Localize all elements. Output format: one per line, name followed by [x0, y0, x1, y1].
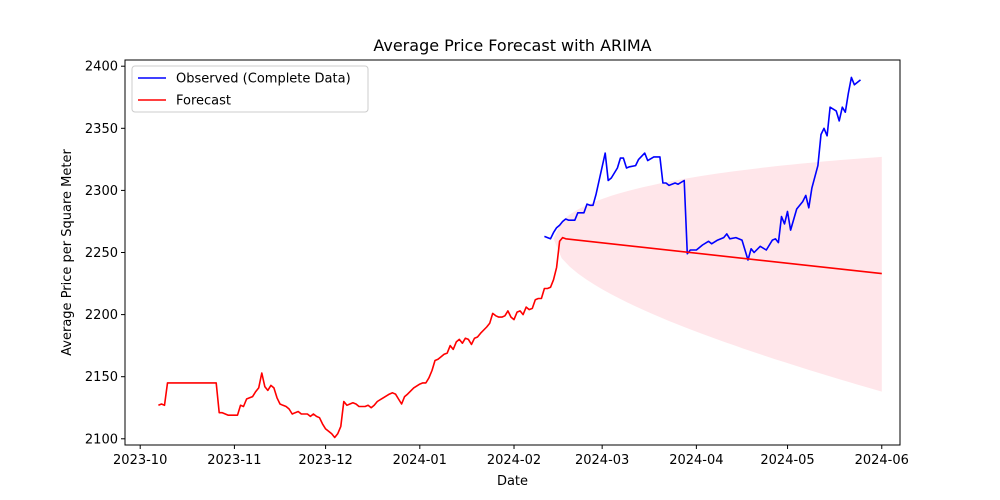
x-tick-label: 2024-01 — [393, 453, 447, 468]
y-tick-label: 2300 — [85, 184, 118, 199]
chart-title: Average Price Forecast with ARIMA — [373, 36, 651, 55]
legend-entry: Observed (Complete Data) — [176, 72, 351, 87]
y-tick-label: 2200 — [85, 308, 118, 323]
legend-entry: Forecast — [176, 94, 231, 109]
y-tick-label: 2250 — [85, 246, 118, 261]
x-tick-label: 2024-03 — [575, 453, 629, 468]
x-tick-label: 2023-11 — [207, 453, 261, 468]
x-tick-label: 2023-12 — [298, 453, 352, 468]
confidence-band-layer — [553, 156, 882, 392]
y-tick-label: 2100 — [85, 432, 118, 447]
confidence-band — [553, 156, 882, 392]
x-tick-label: 2024-05 — [760, 453, 814, 468]
x-axis-label: Date — [497, 474, 528, 489]
observed-series-line — [544, 76, 862, 261]
x-axis-ticks: 2023-10 2023-11 2023-12 2024-01 2024-02 2024-… — [113, 445, 909, 468]
forecast-series-line — [158, 236, 882, 439]
x-tick-label: 2023-10 — [113, 453, 167, 468]
y-tick-label: 2400 — [85, 60, 118, 75]
y-tick-label: 2150 — [85, 370, 118, 385]
y-axis-ticks: 2100 2150 2200 2250 2300 2350 2400 — [85, 60, 125, 447]
x-tick-label: 2024-04 — [669, 453, 723, 468]
x-tick-label: 2024-06 — [855, 453, 909, 468]
legend: Observed (Complete Data) Forecast — [131, 65, 369, 113]
series-layer — [158, 76, 882, 439]
y-tick-label: 2350 — [85, 122, 118, 137]
x-tick-label: 2024-02 — [487, 453, 541, 468]
y-axis-label: Average Price per Square Meter — [60, 149, 75, 356]
legend-box — [131, 65, 369, 113]
